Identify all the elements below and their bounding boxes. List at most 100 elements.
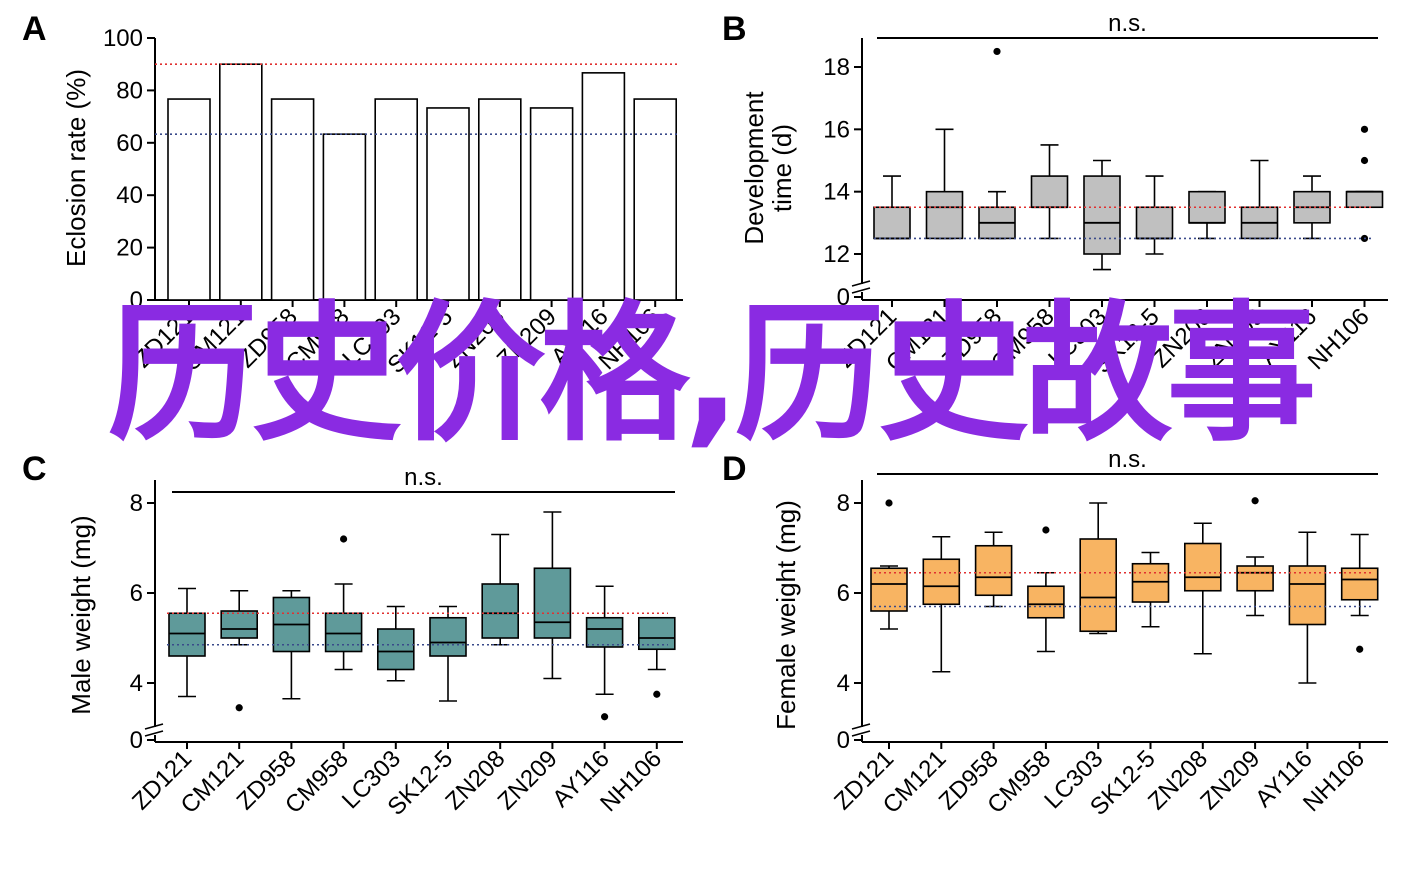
outlier-point <box>993 47 1001 56</box>
y-tick-label: 0 <box>130 727 143 754</box>
box-iqr <box>974 544 1013 597</box>
box-zd121 <box>168 587 206 698</box>
box-ay116 <box>1288 531 1327 684</box>
outlier-point <box>235 704 243 712</box>
y-tick-label: 40 <box>116 182 143 209</box>
box-iqr <box>376 628 415 671</box>
bar <box>270 98 315 301</box>
axis-break-mark <box>851 280 871 287</box>
box-zn208 <box>481 533 520 646</box>
box-cm121 <box>922 535 961 673</box>
box-zn209 <box>533 511 572 680</box>
outlier-point <box>340 535 348 543</box>
significance-label: n.s. <box>1108 446 1147 473</box>
box-cm958 <box>1030 144 1069 240</box>
box-iqr <box>1288 565 1327 626</box>
box-nh106 <box>1345 125 1384 243</box>
y-axis-label: Developmenttime (d) <box>739 91 797 245</box>
y-tick-label: 16 <box>823 116 850 143</box>
y-tick-label: 0 <box>837 284 850 311</box>
y-axis-label: Female weight (mg) <box>771 500 801 730</box>
box-iqr <box>533 567 572 639</box>
axis-break-mark <box>851 730 871 737</box>
box-iqr <box>925 190 964 240</box>
outlier-point <box>653 690 661 698</box>
box-iqr <box>1030 175 1069 209</box>
box-lc303 <box>1083 159 1121 271</box>
box-cm121 <box>220 589 258 712</box>
box-iqr <box>1083 175 1121 255</box>
y-tick-label: 8 <box>130 490 143 517</box>
box-iqr <box>168 612 206 657</box>
box-nh106 <box>637 616 676 698</box>
box-sk12-5 <box>1131 551 1170 628</box>
axis-break-gap <box>854 284 870 292</box>
y-tick-label: 6 <box>130 580 143 607</box>
axis-break-mark <box>144 723 164 730</box>
y-tick-label: 20 <box>116 235 143 262</box>
box-iqr <box>481 583 520 639</box>
panel-label: B <box>722 10 747 48</box>
y-axis-label-line: Development <box>739 91 769 245</box>
outlier-point <box>1251 497 1259 505</box>
box-zn209 <box>1240 159 1279 240</box>
box-iqr <box>922 558 961 606</box>
box-iqr <box>429 616 467 657</box>
box-sk12-5 <box>1135 175 1174 255</box>
significance-label: n.s. <box>1108 10 1147 37</box>
bar <box>426 107 470 301</box>
y-tick-label: 18 <box>823 54 850 81</box>
outlier-point <box>885 499 893 507</box>
x-tick-label: ZN209 <box>1195 745 1265 815</box>
bar <box>167 98 211 301</box>
box-ay116 <box>585 585 624 721</box>
box-zn208 <box>1188 190 1226 240</box>
y-axis-label: Eclosion rate (%) <box>61 69 91 267</box>
box-zn209 <box>1236 497 1274 617</box>
outlier-point <box>1360 156 1369 165</box>
panel-label: D <box>722 450 747 488</box>
box-iqr <box>637 616 676 651</box>
axis-break-mark <box>144 730 164 737</box>
y-axis-label-line: time (d) <box>767 124 797 212</box>
y-tick-label: 60 <box>116 130 143 157</box>
y-tick-label: 14 <box>823 179 850 206</box>
box-lc303 <box>376 605 415 682</box>
bar <box>219 63 263 301</box>
box-zd958 <box>978 47 1016 240</box>
box-iqr <box>585 616 624 648</box>
outlier-point <box>1356 645 1364 653</box>
box-iqr <box>1345 190 1384 209</box>
box-sk12-5 <box>429 605 467 702</box>
axis-break-gap <box>147 727 163 735</box>
bar <box>374 98 419 301</box>
y-tick-label: 0 <box>837 727 850 754</box>
significance-label: n.s. <box>404 464 443 491</box>
box-cm121 <box>925 128 964 240</box>
box-iqr <box>324 612 363 653</box>
axis-break-gap <box>854 727 870 735</box>
y-tick-label: 6 <box>837 580 850 607</box>
y-axis-label: Male weight (mg) <box>66 515 96 714</box>
bar <box>581 72 626 301</box>
y-tick-label: 4 <box>130 670 143 697</box>
panel-label: A <box>22 10 47 48</box>
outlier-point <box>601 713 609 721</box>
box-iqr <box>1236 565 1274 592</box>
y-tick-label: 4 <box>837 670 850 697</box>
box-iqr <box>1340 567 1379 601</box>
box-zd121 <box>870 499 908 630</box>
outlier-point <box>1360 125 1369 133</box>
box-nh106 <box>1340 533 1379 653</box>
overlay-watermark-text: 历史价格,历史故事 <box>107 288 1317 462</box>
box-iqr <box>1027 585 1065 619</box>
box-zd958 <box>974 531 1013 608</box>
box-iqr <box>1131 562 1170 603</box>
box-iqr <box>1135 206 1174 240</box>
box-iqr <box>220 610 258 639</box>
bar <box>322 133 367 301</box>
box-cm958 <box>324 535 363 671</box>
